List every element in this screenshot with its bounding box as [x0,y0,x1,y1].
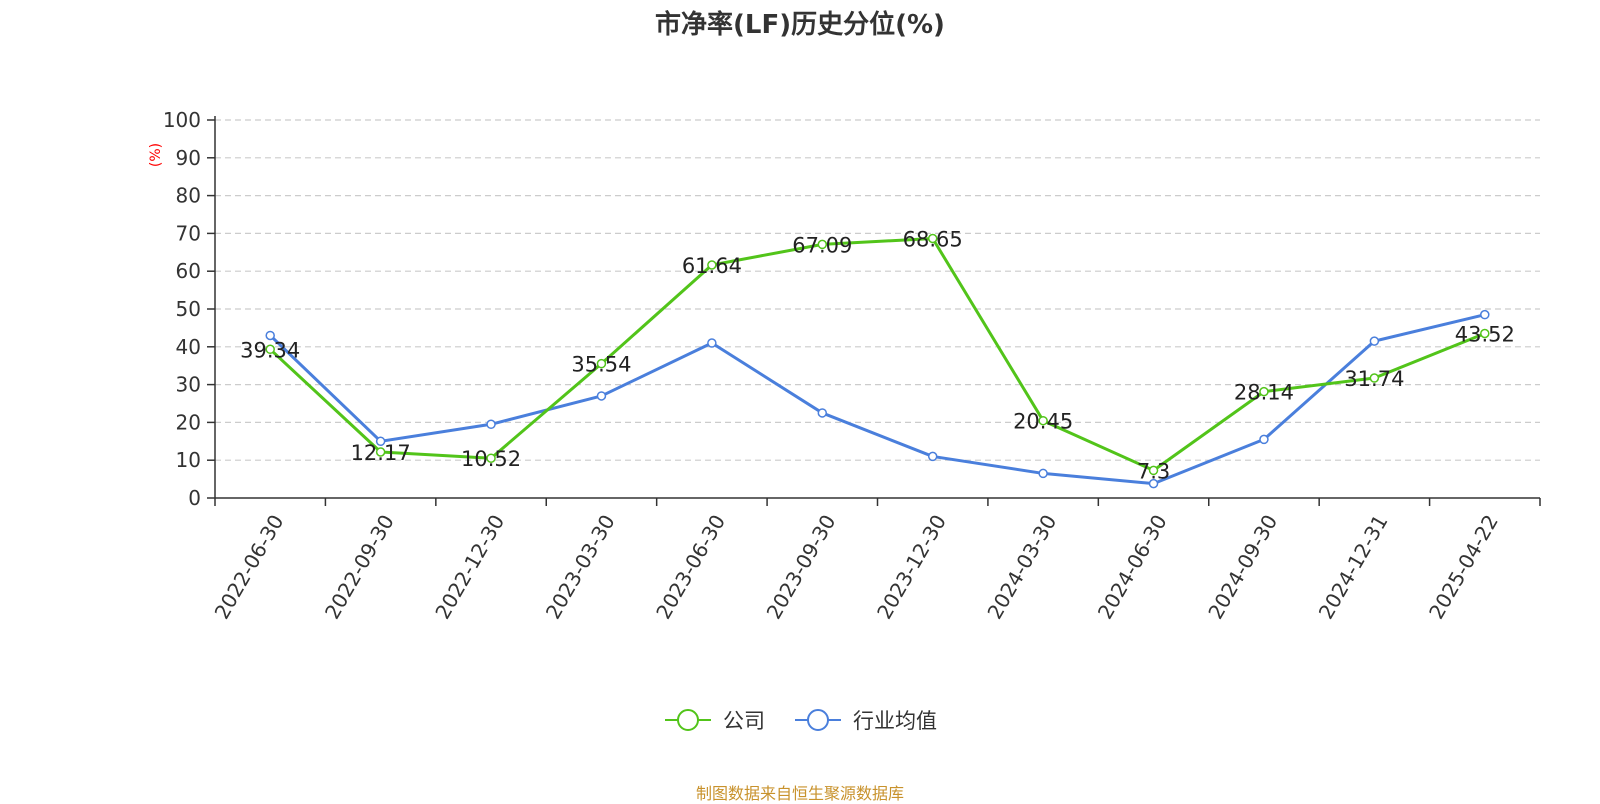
x-tick-label: 2024-09-30 [1203,511,1282,624]
y-tick-label: 40 [176,335,201,359]
series-1-point [375,436,386,447]
data-label: 12.17 [351,441,411,465]
series-0-point [1148,465,1159,476]
series-0-point [486,453,496,463]
series-1-point [1480,309,1490,320]
y-tick-label: 0 [188,486,201,510]
legend-marker-company [665,709,711,731]
series-line-1 [269,313,1486,486]
legend-marker-industry-average [795,709,841,731]
series-1-point [927,451,938,462]
x-tick-label: 2023-12-30 [872,510,951,623]
x-tick-label: 2023-03-30 [541,511,620,624]
series-1-point [486,419,496,430]
legend-label-industry-average: 行业均值 [853,709,937,733]
data-label: 67.09 [792,233,852,257]
x-tick-label: 2023-06-30 [651,511,730,624]
chart-title: 市净率(LF)历史分位(%) [655,10,945,40]
series-0-point [817,239,828,250]
axes: 0 10 20 30 40 50 60 70 80 90 100 2022-06-30 2022-09-… [163,108,1541,624]
data-label: 39.34 [240,338,300,362]
series-0-point [265,344,275,355]
legend-item-industry-average[interactable]: 行业均值 [793,705,937,735]
series-1-point [1038,468,1048,479]
y-tick-label: 80 [176,184,201,208]
series-0-point [1480,328,1490,339]
series-0-point [375,447,386,457]
series-lines [265,233,1490,489]
data-label: 28.14 [1234,381,1294,405]
x-tick-label: 2024-06-30 [1093,511,1172,624]
series-1-point [596,391,607,401]
x-tick-label: 2024-03-30 [982,511,1061,624]
series-0-point [1259,386,1269,397]
grid-lines [215,119,1540,461]
x-tick-label: 2022-06-30 [209,511,288,624]
source-note: 制图数据来自恒生聚源数据库 [695,784,904,803]
y-tick-label: 100 [163,108,201,132]
x-tick-label: 2024-12-31 [1314,511,1393,624]
series-1-point [1259,434,1269,445]
x-tick-label: 2022-09-30 [320,511,399,624]
y-tick-label: 20 [176,410,201,434]
data-label: 10.52 [461,447,521,471]
y-tick-label: 70 [176,221,201,245]
data-label: 20.45 [1013,410,1073,434]
data-label: 61.64 [682,254,742,278]
series-0-point [707,260,717,270]
series-line-0 [269,237,1486,472]
series-1-point [817,408,828,418]
y-tick-label: 30 [176,373,201,397]
series-0-point [1369,373,1380,383]
data-label: 35.54 [571,353,631,377]
y-axis-label: (%) [148,143,164,167]
series-1-point [265,330,275,341]
data-labels: 39.34 12.17 10.52 35.54 61.64 67.09 68.65 20.45… [240,228,1515,484]
y-tick-label: 90 [176,146,201,170]
legend-item-company[interactable]: 公司 [663,705,765,735]
series-1-point [707,338,717,348]
x-tick-label: 2025-04-22 [1424,511,1503,624]
legend: 公司 行业均值 [0,705,1600,735]
y-tick-label: 10 [176,448,201,472]
series-0-point [596,358,607,369]
data-label: 43.52 [1455,322,1515,346]
data-label: 68.65 [903,228,963,252]
series-0-point [927,233,938,244]
x-tick-label: 2022-12-30 [430,510,509,623]
y-tick-label: 60 [176,259,201,283]
series-1-point [1148,478,1159,489]
x-tick-label: 2023-09-30 [762,511,841,624]
data-label: 7.3 [1137,459,1170,483]
series-1-point [1369,336,1380,346]
legend-label-company: 公司 [723,709,765,733]
y-tick-label: 50 [176,297,201,321]
series-0-point [1038,415,1048,426]
data-label: 31.74 [1344,367,1404,391]
